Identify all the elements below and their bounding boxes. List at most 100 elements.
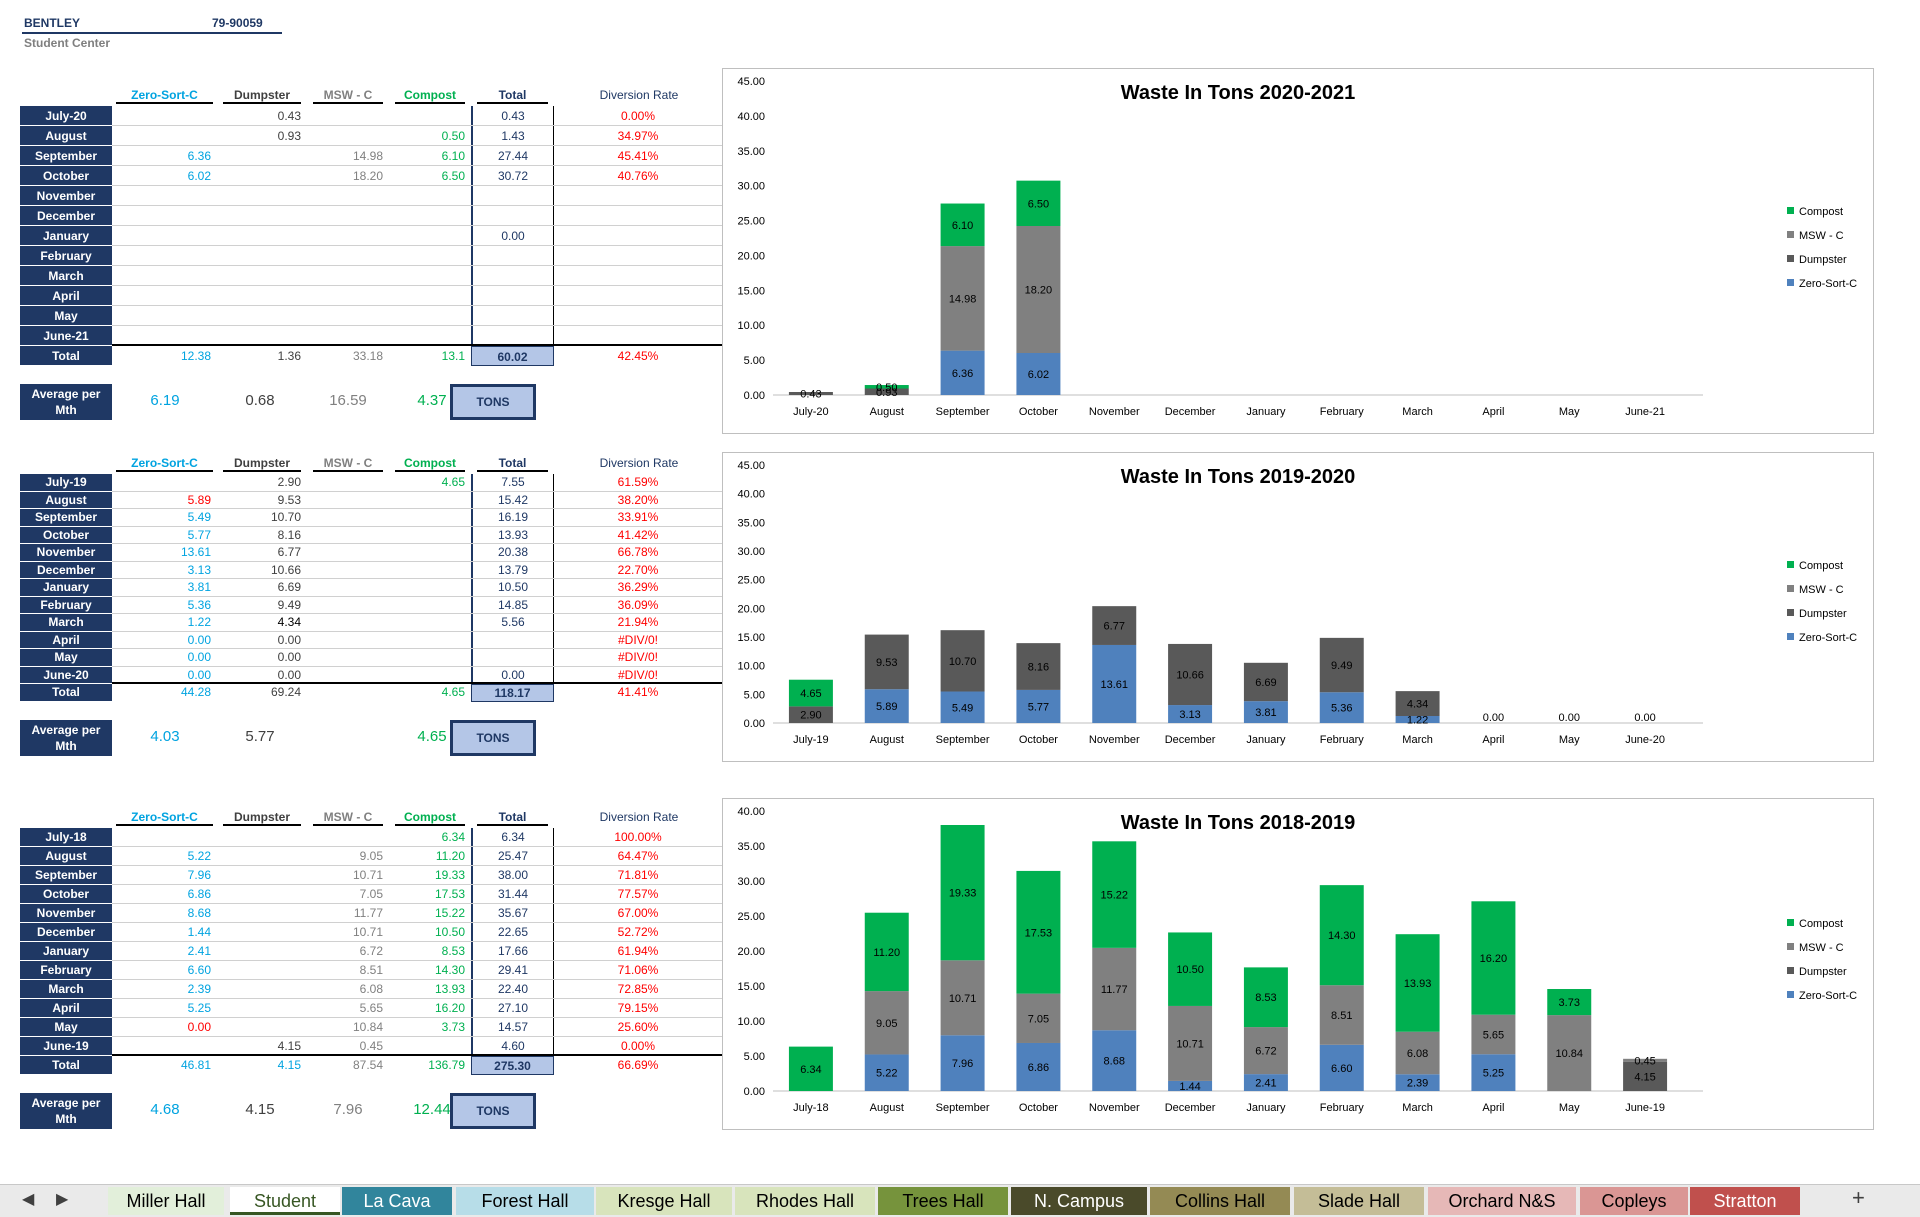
bar-segment-msw-c[interactable]	[1168, 1005, 1213, 1081]
cell-cp[interactable]: 13.93	[434, 982, 465, 996]
bar-segment-compost[interactable]	[1471, 901, 1516, 1015]
cell-dp[interactable]: 0.00	[277, 667, 301, 682]
row-label[interactable]: June-19	[20, 1037, 112, 1056]
bar-segment-dumpster[interactable]	[1319, 637, 1364, 693]
cell-tot[interactable]	[471, 266, 554, 286]
cell-tot[interactable]: 14.57	[471, 1018, 554, 1037]
cell-cp[interactable]: 15.22	[434, 906, 465, 920]
row-label[interactable]: March	[20, 266, 112, 286]
cell-cp[interactable]	[389, 597, 471, 615]
row-label[interactable]: Total	[20, 684, 112, 702]
legend-label[interactable]: Zero-Sort-C	[1799, 278, 1857, 290]
waste-chart[interactable]: Waste In Tons 2018-2019 0.00 5.00 10.00 15.0…	[722, 798, 1874, 1130]
cell-dp[interactable]	[217, 980, 307, 999]
waste-chart[interactable]: Waste In Tons 2019-2020 0.00 5.00 10.00 15.0…	[722, 452, 1874, 762]
bar-segment-compost[interactable]	[864, 385, 909, 389]
row-label[interactable]: Total	[20, 346, 112, 366]
row-label[interactable]: February	[20, 246, 112, 266]
cell-cp[interactable]: 3.73	[441, 1020, 465, 1034]
row-label[interactable]: Total	[20, 1056, 112, 1075]
cell-tot[interactable]: 29.41	[471, 961, 554, 980]
cell-dr[interactable]: 42.45%	[554, 346, 724, 366]
cell-dp[interactable]: 69.24	[270, 685, 301, 699]
add-sheet-icon[interactable]: +	[1852, 1185, 1865, 1210]
cell-dr[interactable]	[554, 226, 724, 246]
cell-cp[interactable]: 19.33	[434, 868, 465, 882]
cell-dp[interactable]: 10.70	[270, 510, 301, 524]
cell-dp[interactable]	[217, 847, 307, 866]
cell-dr[interactable]: 71.06%	[554, 961, 724, 980]
cell-dp[interactable]: 8.16	[277, 527, 301, 542]
cell-msw[interactable]	[307, 597, 389, 615]
cell-dr[interactable]: 66.78%	[554, 544, 724, 562]
cell-dp[interactable]: 4.34	[277, 615, 301, 629]
cell-cp[interactable]: 13.1	[441, 349, 465, 363]
cell-tot[interactable]: 13.93	[471, 526, 554, 544]
bar-segment-zero-sort-c[interactable]	[940, 691, 985, 723]
cell-msw[interactable]	[307, 509, 389, 527]
cell-dr[interactable]: 64.47%	[554, 847, 724, 866]
cell-cp[interactable]: 8.53	[441, 944, 465, 958]
cell-dp[interactable]: 2.90	[277, 475, 301, 489]
bar-segment-dumpster[interactable]	[1243, 662, 1288, 702]
cell-zs[interactable]: 3.13	[187, 562, 211, 577]
cell-dr[interactable]: 45.41%	[554, 146, 724, 166]
cell-dp[interactable]	[217, 306, 307, 326]
cell-tot[interactable]: 22.40	[471, 980, 554, 999]
cell-dp[interactable]	[217, 885, 307, 904]
cell-msw[interactable]: 10.71	[352, 925, 383, 939]
cell-tot[interactable]: 22.65	[471, 923, 554, 942]
cell-dp[interactable]	[217, 226, 307, 246]
cell-dr[interactable]: 40.76%	[554, 166, 724, 186]
cell-dr[interactable]: 41.41%	[554, 684, 724, 702]
next-sheet-icon[interactable]: ▶	[56, 1191, 69, 1208]
cell-dr[interactable]: 36.29%	[554, 579, 724, 597]
bar-segment-compost[interactable]	[788, 679, 833, 707]
cell-msw[interactable]	[307, 106, 389, 126]
cell-zs[interactable]: 6.02	[187, 169, 211, 183]
cell-dp[interactable]	[217, 286, 307, 306]
cell-zs[interactable]: 5.36	[187, 597, 211, 612]
cell-msw[interactable]	[307, 492, 389, 510]
cell-dr[interactable]	[554, 326, 724, 346]
cell-msw[interactable]: 18.20	[352, 169, 383, 183]
cell-zs[interactable]: 5.22	[187, 849, 211, 863]
bar-segment-compost[interactable]	[1092, 841, 1137, 948]
cell-dp[interactable]	[217, 904, 307, 923]
cell-cp[interactable]	[389, 306, 471, 326]
cell-dr[interactable]	[554, 246, 724, 266]
tons-button[interactable]: TONS	[450, 1093, 536, 1129]
cell-dr[interactable]	[554, 186, 724, 206]
bar-segment-msw-c[interactable]	[1016, 993, 1061, 1043]
bar-segment-msw-c[interactable]	[1243, 1027, 1288, 1075]
cell-msw[interactable]: 6.08	[359, 982, 383, 996]
cell-zs[interactable]: 5.49	[187, 510, 211, 524]
row-label[interactable]: October	[20, 526, 112, 544]
legend-label[interactable]: MSW - C	[1799, 584, 1844, 596]
row-label[interactable]: November	[20, 544, 112, 562]
bar-segment-zero-sort-c[interactable]	[1016, 352, 1061, 395]
cell-dr[interactable]	[554, 206, 724, 226]
cell-dp[interactable]: 0.00	[277, 650, 301, 664]
cell-tot[interactable]: 31.44	[471, 885, 554, 904]
cell-msw[interactable]	[307, 246, 389, 266]
bar-segment-msw-c[interactable]	[1016, 225, 1061, 353]
bar-segment-zero-sort-c[interactable]	[1016, 689, 1061, 723]
cell-dp[interactable]	[217, 186, 307, 206]
row-label[interactable]: September	[20, 509, 112, 527]
cell-cp[interactable]	[389, 527, 471, 545]
bar-segment-zero-sort-c[interactable]	[940, 1035, 985, 1091]
bar-segment-dumpster[interactable]	[1092, 606, 1137, 645]
cell-msw[interactable]: 9.05	[359, 849, 383, 863]
cell-tot[interactable]: 13.79	[471, 561, 554, 579]
cell-zs[interactable]: 0.00	[187, 667, 211, 682]
cell-msw[interactable]	[307, 226, 389, 246]
cell-zs[interactable]: 13.61	[180, 545, 211, 559]
sheet-tab[interactable]: Trees Hall	[878, 1187, 1008, 1215]
row-label[interactable]: July-18	[20, 828, 112, 847]
sheet-tab[interactable]: Student	[230, 1187, 340, 1215]
cell-tot[interactable]: 14.85	[471, 596, 554, 614]
cell-tot[interactable]	[471, 286, 554, 306]
cell-tot[interactable]: 10.50	[471, 579, 554, 597]
bar-segment-zero-sort-c[interactable]	[1395, 716, 1440, 723]
